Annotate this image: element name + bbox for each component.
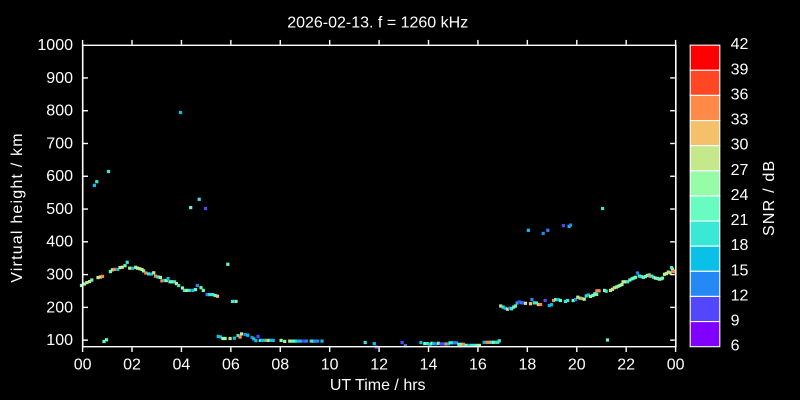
svg-text:30: 30 [731,137,749,154]
svg-text:6: 6 [731,338,740,355]
svg-text:200: 200 [46,299,73,316]
svg-text:00: 00 [667,357,685,374]
svg-text:9: 9 [731,313,740,330]
svg-text:Virtual height / km: Virtual height / km [9,132,26,283]
svg-text:16: 16 [469,357,487,374]
svg-text:18: 18 [731,237,749,254]
svg-text:27: 27 [731,162,749,179]
svg-text:33: 33 [731,112,749,129]
svg-text:400: 400 [46,234,73,251]
svg-text:100: 100 [46,332,73,349]
svg-text:08: 08 [271,357,289,374]
svg-text:300: 300 [46,266,73,283]
svg-text:21: 21 [731,212,749,229]
svg-text:36: 36 [731,86,749,103]
svg-text:1000: 1000 [37,37,73,54]
svg-text:20: 20 [568,357,586,374]
svg-text:500: 500 [46,201,73,218]
svg-text:15: 15 [731,262,749,279]
svg-text:06: 06 [222,357,240,374]
svg-text:SNR / dB: SNR / dB [761,160,778,236]
svg-text:900: 900 [46,70,73,87]
svg-text:22: 22 [617,357,635,374]
svg-text:24: 24 [731,187,749,204]
svg-text:2026-02-13. f = 1260 kHz: 2026-02-13. f = 1260 kHz [287,14,468,31]
svg-text:12: 12 [731,287,749,304]
svg-text:42: 42 [731,36,749,53]
svg-text:00: 00 [74,357,92,374]
svg-text:02: 02 [123,357,141,374]
svg-text:10: 10 [321,357,339,374]
svg-text:UT Time / hrs: UT Time / hrs [330,377,426,394]
svg-text:600: 600 [46,168,73,185]
svg-text:04: 04 [173,357,191,374]
svg-text:39: 39 [731,61,749,78]
svg-text:800: 800 [46,103,73,120]
svg-text:12: 12 [370,357,388,374]
svg-text:18: 18 [518,357,536,374]
svg-text:700: 700 [46,135,73,152]
svg-text:14: 14 [420,357,438,374]
